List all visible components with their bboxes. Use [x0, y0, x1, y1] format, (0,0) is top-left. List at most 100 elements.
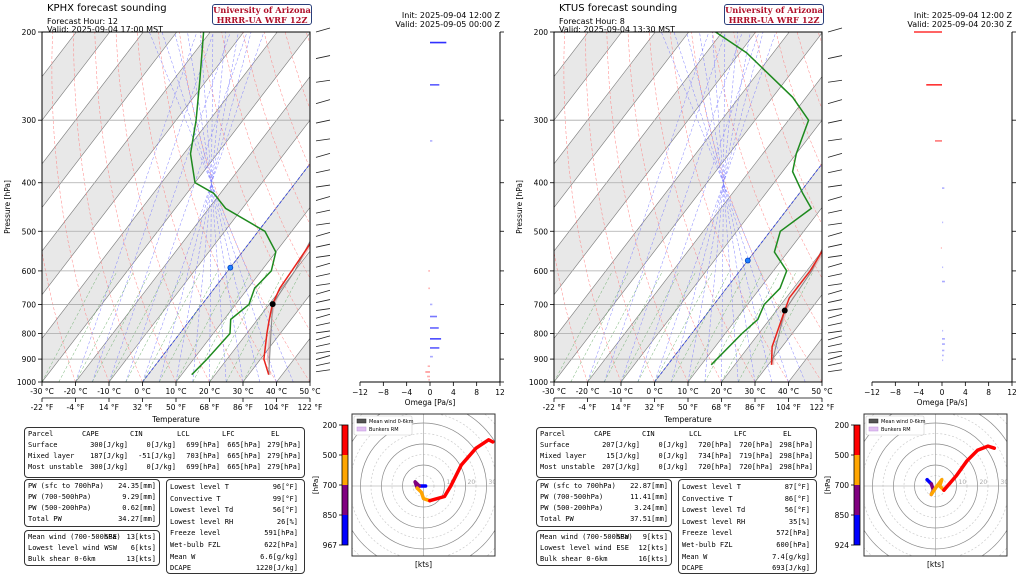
university-logo: University of Arizona HRRR-UA WRF 12Z [724, 4, 824, 25]
isotherm-line [821, 381, 822, 382]
wind-barb [315, 283, 331, 287]
y-tick-label: 200 [22, 28, 37, 37]
thermo-value: 591[hPa] [264, 529, 298, 538]
logo-line-1: University of Arizona [725, 5, 823, 15]
valid-local-time: Valid: 2025-09-04 17:00 MST [47, 25, 164, 34]
parcel-table-header: Parcel [28, 430, 54, 438]
pressure-axis-label: Pressure [hPa] [3, 180, 12, 234]
pw-label: Total PW [28, 515, 62, 523]
hodo-colorbar-segment [342, 455, 348, 485]
parcel-value-cell: 699[hPa] [186, 463, 220, 471]
omega-x-tick-label: 8 [986, 388, 991, 397]
x-tick-label-c: 10 °C [166, 387, 187, 396]
parcel-type-cell: Surface [28, 441, 58, 449]
parcel-table-header: LCL [177, 430, 190, 438]
parcel-value-cell: 15[J/kg] [606, 452, 640, 460]
isotherm-line [276, 337, 310, 382]
isotherm-line [42, 32, 144, 165]
hodo-trace-700-850 [413, 480, 422, 490]
mixing-ratio-line [142, 270, 202, 382]
pw-value: 22.87[mm] [630, 482, 668, 490]
wind-barb [315, 153, 331, 158]
thermo-value: 86[°F] [784, 494, 810, 503]
mixing-ratio-line [58, 270, 118, 382]
wind-barb [827, 283, 843, 287]
dry-adiabat [305, 32, 310, 45]
freeze-level-marker [744, 257, 751, 264]
hodo-colorbar-segment [342, 485, 348, 515]
dry-adiabat [242, 32, 310, 225]
parcel-profile-line [268, 240, 310, 375]
y-tick-label: 900 [534, 355, 549, 364]
pw-label: PW (sfc to 700hPa) [28, 482, 104, 490]
parcel-value-cell: 207[J/kg] [602, 441, 640, 449]
wind-barb [315, 169, 331, 174]
omega-x-tick-label: 4 [963, 388, 968, 397]
hodo-colorbar-tick-label: 924 [835, 541, 850, 550]
wind-barb [315, 273, 331, 278]
thermo-label: Mean W [682, 552, 708, 561]
omega-axis-label: Omega [Pa/s] [917, 398, 968, 407]
parcel-value-cell: 207[J/kg] [602, 463, 640, 471]
y-tick-label: 800 [534, 329, 549, 338]
hodo-trace-500-700 [929, 477, 946, 497]
dry-adiabat [712, 32, 822, 332]
pw-label: Total PW [540, 515, 574, 523]
wind-barb [827, 99, 843, 104]
pw-value: 9.29[mm] [122, 493, 156, 501]
wind-barb [315, 119, 331, 124]
thermo-label: Wet-bulb FZL [682, 541, 733, 549]
mean-wind-legend-swatch [868, 418, 879, 424]
pw-value: 37.51[mm] [630, 515, 668, 523]
parcel-value-cell: 0[J/kg] [658, 441, 688, 449]
pw-value: 34.27[mm] [118, 515, 156, 523]
wind-barb [315, 350, 331, 354]
dry-adiabat [412, 32, 512, 382]
isotherm-line [554, 32, 723, 252]
bunkers-legend-label: Bunkers RM [881, 427, 911, 433]
x-tick-label-f: 104 °F [776, 403, 801, 412]
valid-z-time: Valid: 2025-09-04 20:30 Z [907, 20, 1012, 29]
y-tick-label: 700 [534, 300, 549, 309]
thermo-table: Lowest level T 96[°F] Convective T 99[°F] Lo… [166, 479, 305, 574]
zero-isotherm [142, 163, 310, 382]
mixing-ratio-line [570, 270, 630, 382]
isotherm-line [42, 32, 278, 339]
mixing-ratio-line [42, 270, 101, 382]
parcel-value-cell: 298[hPa] [779, 463, 813, 471]
wind-barb [827, 313, 843, 319]
parcel-type-cell: Most unstable [28, 463, 83, 471]
x-tick-label-c: 50 °C [812, 387, 833, 396]
thermo-value: 35[%] [788, 517, 810, 526]
x-tick-label-c: -30 °C [30, 387, 54, 396]
wind-barb [315, 196, 331, 201]
thermo-label: DCAPE [682, 564, 704, 573]
mixing-ratio-line [704, 270, 764, 382]
parcel-table: Parcel CAPE CIN LCL LFC EL Surface 207[J/kg] 0[J… [536, 427, 817, 478]
thermo-value: 56[°F] [272, 506, 298, 515]
isotherm-line [42, 32, 110, 121]
parcel-table-header: LFC [222, 430, 235, 438]
hodo-trace-200-500 [942, 444, 997, 492]
wind-barb [827, 255, 843, 258]
forecast-hour: Forecast Hour: 8 [559, 17, 625, 26]
parcel-value-cell: 734[hPa] [698, 452, 732, 460]
thermo-label: Freeze level [170, 529, 221, 538]
isotherm-line [687, 206, 822, 382]
omega-x-tick-label: 4 [451, 388, 456, 397]
y-tick-label: 700 [22, 300, 37, 309]
skewt-plot-area [554, 32, 822, 382]
hodograph-area: 1020304050 [352, 414, 495, 556]
hodo-colorbar-segment [854, 515, 860, 545]
dewpoint-profile-line [710, 32, 813, 366]
mean-wind-legend-label: Mean wind 0-6km [369, 419, 414, 425]
wind-barb [827, 209, 843, 214]
wind-value: 13[kts] [126, 533, 156, 541]
temperature-axis-label: Temperature [151, 415, 200, 424]
mixing-ratio-line [637, 270, 697, 382]
wind-direction: SSW [616, 533, 629, 541]
x-tick-label-c: 20 °C [711, 387, 732, 396]
wind-barb [827, 362, 843, 367]
wind-barb [315, 355, 331, 360]
dry-adiabat [817, 32, 822, 45]
